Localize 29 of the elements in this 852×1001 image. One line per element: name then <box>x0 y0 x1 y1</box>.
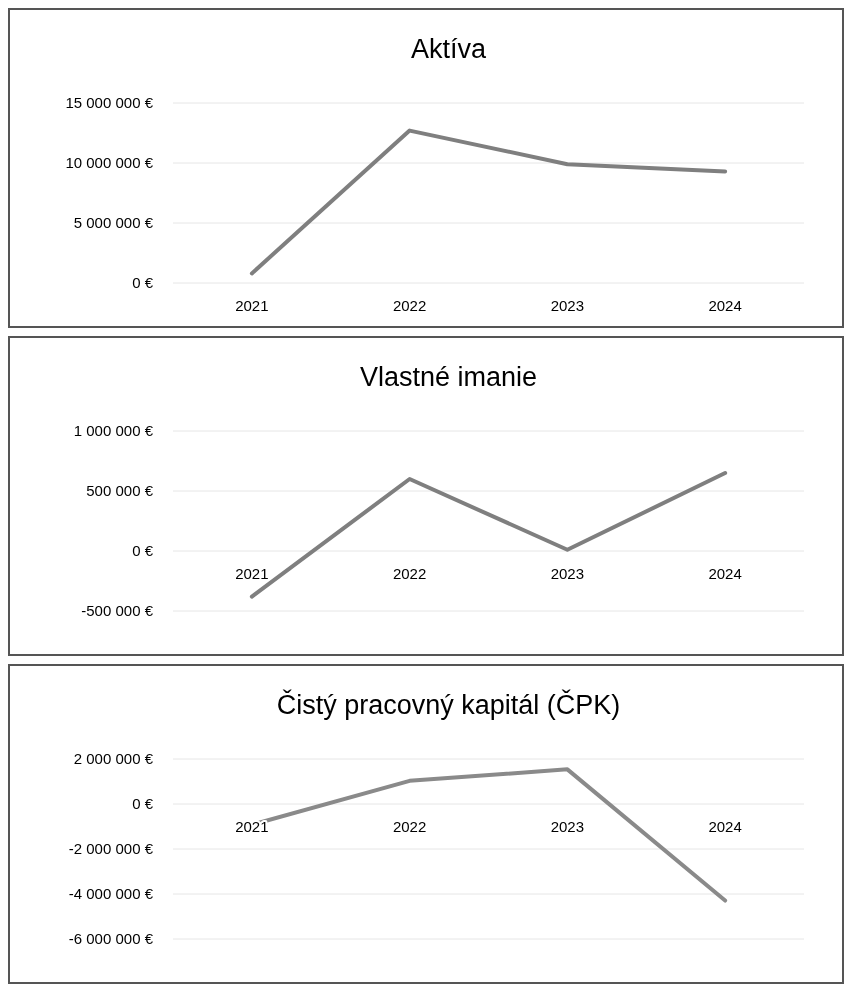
x-tick-label: 2024 <box>708 565 742 582</box>
chart-title: Čistý pracovný kapitál (ČPK) <box>276 689 621 720</box>
x-tick-label: 2024 <box>708 297 742 314</box>
y-tick-label: -500 000 € <box>81 602 154 620</box>
x-tick-label: 2022 <box>392 565 427 582</box>
y-tick-label: 15 000 000 € <box>65 94 154 112</box>
x-tick-label: 2021 <box>235 818 269 835</box>
x-tick-label: 2021 <box>235 565 269 582</box>
x-tick-label: 2022 <box>392 297 427 314</box>
y-tick-label: -4 000 000 € <box>68 885 154 903</box>
y-tick-label: -6 000 000 € <box>68 930 154 948</box>
y-tick-label: 0 € <box>132 542 154 560</box>
x-tick-label: 2023 <box>550 818 585 835</box>
y-tick-label: 1 000 000 € <box>73 422 154 440</box>
y-tick-label: 2 000 000 € <box>73 750 154 768</box>
y-tick-label: -2 000 000 € <box>68 840 154 858</box>
chart-title: Vlastné imanie <box>359 362 538 392</box>
y-tick-label: 0 € <box>132 274 154 292</box>
y-tick-label: 5 000 000 € <box>73 214 154 232</box>
x-tick-label: 2023 <box>550 297 585 314</box>
x-tick-label: 2024 <box>708 818 742 835</box>
x-tick-label: 2023 <box>550 565 585 582</box>
y-tick-label: 10 000 000 € <box>65 154 154 172</box>
line-series <box>249 128 728 276</box>
y-tick-label: 0 € <box>132 795 154 813</box>
x-tick-label: 2022 <box>392 818 427 835</box>
chart-title: Aktíva <box>410 34 487 64</box>
y-tick-label: 500 000 € <box>86 482 154 500</box>
x-tick-label: 2021 <box>235 297 269 314</box>
